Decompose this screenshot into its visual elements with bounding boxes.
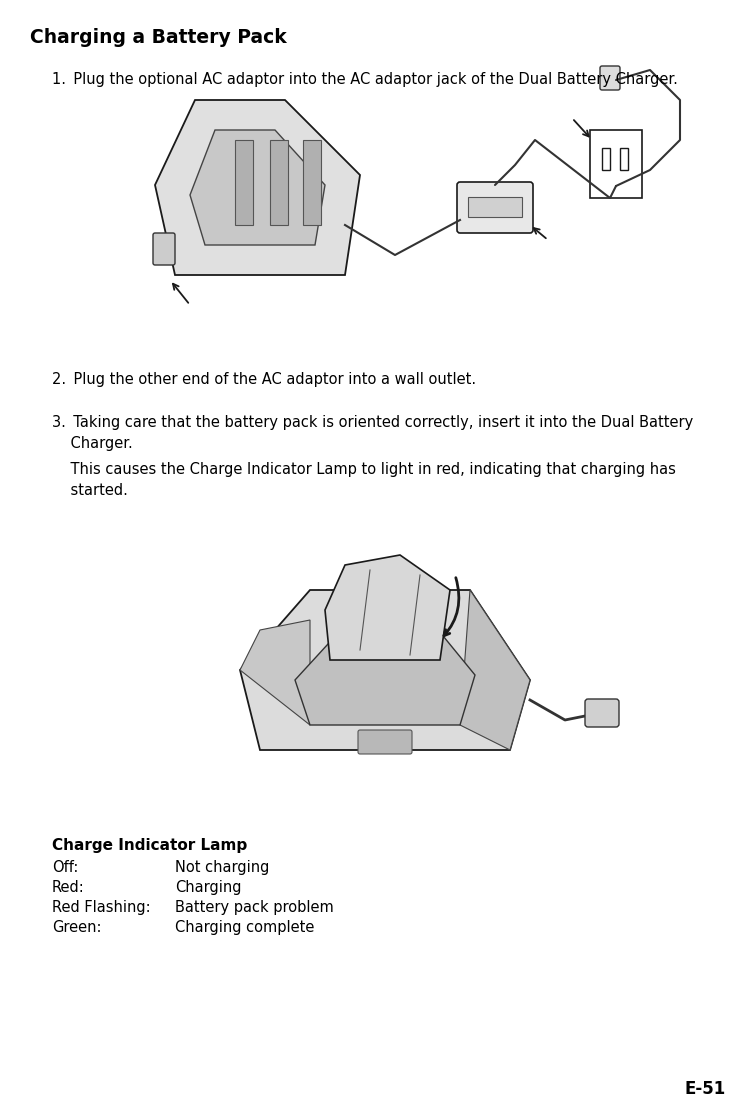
Text: Charging a Battery Pack: Charging a Battery Pack — [30, 28, 287, 47]
Bar — [235, 140, 253, 225]
Bar — [590, 130, 642, 198]
Text: Green:: Green: — [52, 920, 101, 935]
Bar — [303, 140, 321, 225]
Bar — [270, 140, 288, 225]
Text: Charging: Charging — [175, 880, 241, 895]
Polygon shape — [190, 130, 325, 245]
Polygon shape — [295, 620, 475, 725]
FancyBboxPatch shape — [600, 66, 620, 90]
Polygon shape — [240, 589, 530, 750]
Text: started.: started. — [52, 483, 128, 497]
Text: Battery pack problem: Battery pack problem — [175, 900, 333, 915]
Text: This causes the Charge Indicator Lamp to light in red, indicating that charging : This causes the Charge Indicator Lamp to… — [52, 462, 676, 478]
Text: E-51: E-51 — [685, 1080, 726, 1098]
FancyBboxPatch shape — [153, 233, 175, 265]
Polygon shape — [155, 100, 360, 275]
Bar — [620, 148, 628, 170]
Polygon shape — [460, 589, 530, 750]
Text: Off:: Off: — [52, 860, 79, 875]
Text: 3. Taking care that the battery pack is oriented correctly, insert it into the D: 3. Taking care that the battery pack is … — [52, 416, 693, 430]
Text: Red:: Red: — [52, 880, 85, 895]
Text: 2. Plug the other end of the AC adaptor into a wall outlet.: 2. Plug the other end of the AC adaptor … — [52, 372, 476, 387]
Polygon shape — [240, 620, 310, 725]
FancyBboxPatch shape — [457, 182, 533, 233]
FancyBboxPatch shape — [585, 699, 619, 727]
FancyBboxPatch shape — [358, 730, 412, 755]
Text: Charge Indicator Lamp: Charge Indicator Lamp — [52, 838, 247, 853]
Text: Red Flashing:: Red Flashing: — [52, 900, 150, 915]
Bar — [602, 148, 610, 170]
Text: Not charging: Not charging — [175, 860, 269, 875]
Text: 1. Plug the optional AC adaptor into the AC adaptor jack of the Dual Battery Cha: 1. Plug the optional AC adaptor into the… — [52, 72, 678, 88]
Text: Charger.: Charger. — [52, 437, 133, 451]
Bar — [468, 197, 522, 217]
Text: Charging complete: Charging complete — [175, 920, 314, 935]
Polygon shape — [325, 555, 450, 660]
